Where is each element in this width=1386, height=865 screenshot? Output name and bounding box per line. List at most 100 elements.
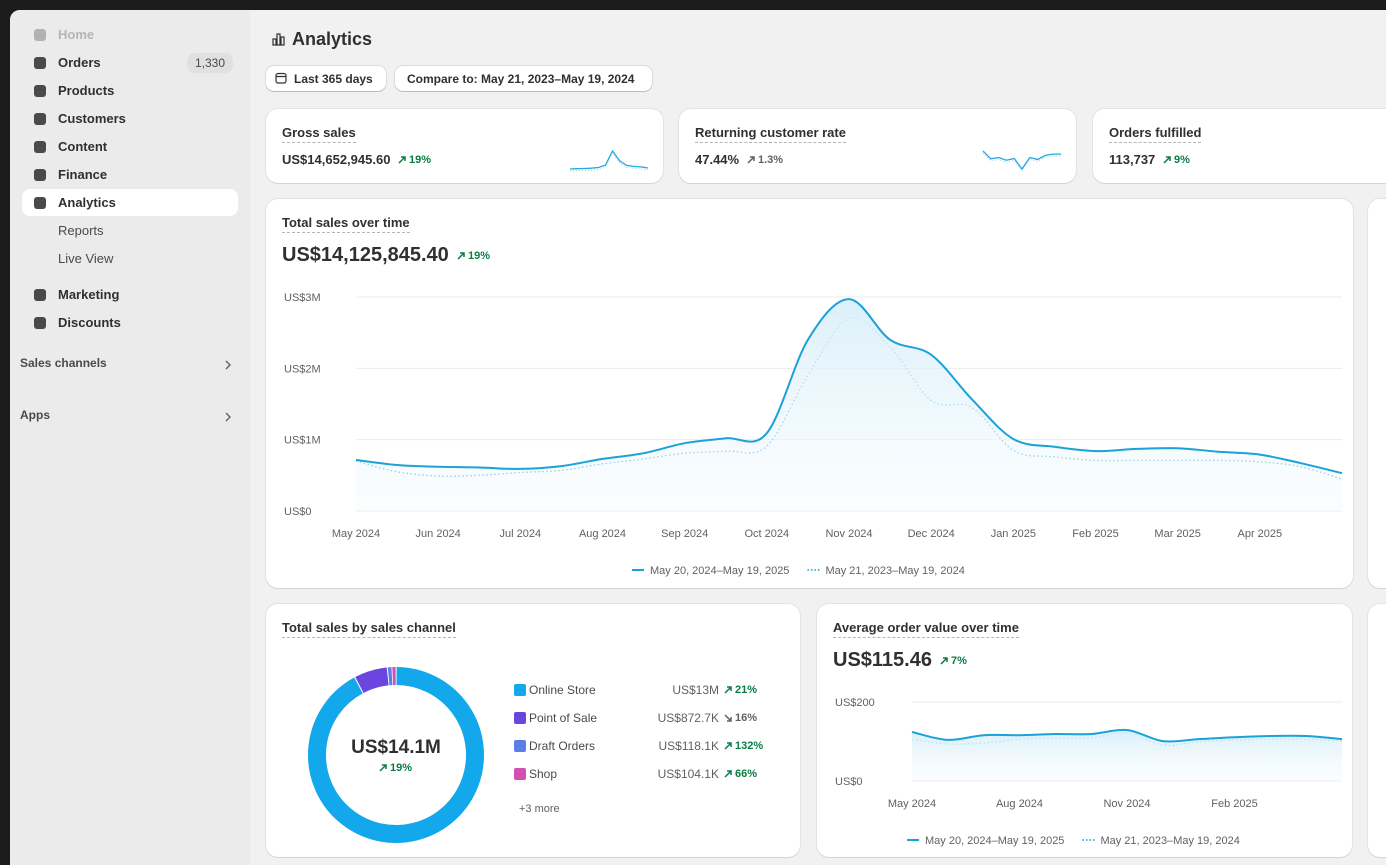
- trend-arrow: [747, 156, 755, 164]
- legend-label: May 20, 2024–May 19, 2025: [925, 835, 1064, 847]
- change-value: 132%: [735, 740, 764, 752]
- nav-item[interactable]: Marketing: [58, 287, 120, 302]
- icon-shape: [275, 72, 287, 84]
- nav-icon: [34, 317, 46, 329]
- change: 19%: [398, 152, 468, 168]
- badge-count: 1,330: [194, 56, 226, 70]
- icon-bar: [280, 36, 285, 46]
- nav-item[interactable]: Analytics: [58, 195, 116, 210]
- legend-label: Online Store: [529, 683, 596, 697]
- y-tick-label: US$0: [835, 776, 863, 788]
- nav-item[interactable]: Orders: [58, 55, 101, 70]
- trend-arrow: [724, 770, 732, 778]
- nav-item[interactable]: Discounts: [58, 315, 121, 330]
- icon-shape: [34, 289, 46, 301]
- trend-arrow: [379, 764, 387, 772]
- nav-icon: [34, 141, 46, 153]
- button[interactable]: Compare to: May 21, 2023–May 19, 2024: [395, 66, 652, 91]
- nav-icon: [34, 29, 46, 41]
- change: 1.3%: [747, 152, 817, 168]
- nav-item[interactable]: Products: [58, 83, 115, 98]
- nav-icon: [34, 169, 46, 181]
- nav-icon: [34, 57, 46, 69]
- change-value: 19%: [468, 250, 491, 262]
- arrow: [457, 252, 465, 260]
- trend-arrow: [940, 657, 948, 665]
- metric-label: Returning customer rate: [695, 125, 846, 143]
- y-tick-label: US$2M: [284, 363, 321, 375]
- x-tick-label: Apr 2025: [1238, 528, 1283, 540]
- chevron: [225, 412, 231, 422]
- nav-subitem[interactable]: Reports: [58, 223, 104, 238]
- change-value: 1.3%: [758, 154, 784, 166]
- metric-card[interactable]: Returning customer rate 47.44% 1.3%: [679, 109, 1076, 183]
- legend-label: May 21, 2023–May 19, 2024: [825, 565, 964, 577]
- x-tick-label: Jul 2024: [500, 528, 542, 540]
- x-tick-label: Aug 2024: [579, 528, 626, 540]
- arrow: [940, 657, 948, 665]
- series-line: [911, 728, 1343, 743]
- nav-active: [22, 189, 238, 216]
- card-total: US$14,125,845.40: [282, 244, 449, 266]
- sales-over-time-card: Total sales over time US$14,125,845.40 19%…: [266, 199, 1353, 588]
- nav-item[interactable]: Customers: [58, 111, 126, 126]
- nav-item[interactable]: Home: [58, 27, 95, 42]
- legend-value: US$104.1K: [657, 767, 719, 781]
- chart: US$0 US$200 May 2024 Aug 2024 Nov 2024 Feb 20…: [835, 697, 1343, 847]
- x-tick-label: Mar 2025: [1154, 528, 1200, 540]
- legend-swatch: [514, 684, 526, 696]
- icon-shape: [34, 57, 46, 69]
- chart: US$0 US$1M US$2M US$3M May 2024 Jun 2024 Jul 2…: [284, 292, 1343, 577]
- arrow: [398, 156, 406, 164]
- legend-label: May 21, 2023–May 19, 2024: [1100, 835, 1239, 847]
- change-value: 19%: [390, 762, 413, 774]
- arrow: [724, 714, 732, 722]
- change: 66%: [724, 766, 794, 782]
- chart: US$14.1M: [308, 667, 484, 843]
- chevron-shape: [225, 412, 231, 422]
- legend-label: May 20, 2024–May 19, 2025: [650, 565, 789, 577]
- legend-value: US$13M: [672, 683, 719, 697]
- button-label: Compare to: May 21, 2023–May 19, 2024: [407, 71, 635, 86]
- y-tick-label: US$1M: [284, 435, 321, 447]
- icon-shape: [34, 197, 46, 209]
- arrow: [1163, 156, 1171, 164]
- area: [912, 729, 1342, 781]
- metric-card[interactable]: Orders fulfilled 113,737 9%: [1093, 109, 1386, 183]
- change: 7%: [940, 653, 1010, 669]
- metric-card[interactable]: Gross sales US$14,652,945.60 19%: [266, 109, 663, 183]
- change-value: 7%: [951, 655, 967, 667]
- sidebar: Home Orders 1,330 Products Customers Content F…: [10, 10, 250, 865]
- sparkline: [569, 149, 649, 170]
- button[interactable]: Last 365 days: [266, 66, 386, 91]
- aov-card: Average order value over time US$115.46 7%…: [817, 604, 1352, 857]
- change: 132%: [724, 738, 794, 754]
- nav-item[interactable]: Finance: [58, 167, 108, 182]
- x-tick-label: Jun 2024: [416, 528, 461, 540]
- icon-bar: [276, 33, 281, 46]
- arrow: [724, 770, 732, 778]
- trend-arrow: [398, 156, 406, 164]
- nav-subitem[interactable]: Live View: [58, 251, 114, 266]
- page-title: Analytics: [292, 29, 373, 49]
- sparkline-svg: [569, 149, 649, 172]
- nav-section[interactable]: Apps: [20, 408, 50, 422]
- nav-section[interactable]: Sales channels: [20, 356, 107, 370]
- legend-swatch: [514, 740, 526, 752]
- more-link[interactable]: +3 more: [519, 803, 560, 815]
- icon-shape: [34, 29, 46, 41]
- icon-bar: [272, 38, 277, 46]
- nav-item[interactable]: Content: [58, 139, 108, 154]
- change-value: 9%: [1174, 154, 1190, 166]
- nav-icon: [34, 85, 46, 97]
- series-line: [355, 298, 1343, 475]
- x-tick-label: Oct 2024: [745, 528, 790, 540]
- legend-swatch: [514, 712, 526, 724]
- app: Home Orders 1,330 Products Customers Content F…: [10, 10, 1386, 865]
- metric-value: US$14,652,945.60: [282, 152, 391, 167]
- arrow: [379, 764, 387, 772]
- icon-shape: [34, 141, 46, 153]
- sparkline: [982, 150, 1061, 171]
- legend-value: US$118.1K: [658, 739, 720, 753]
- icon-shape: [34, 113, 46, 125]
